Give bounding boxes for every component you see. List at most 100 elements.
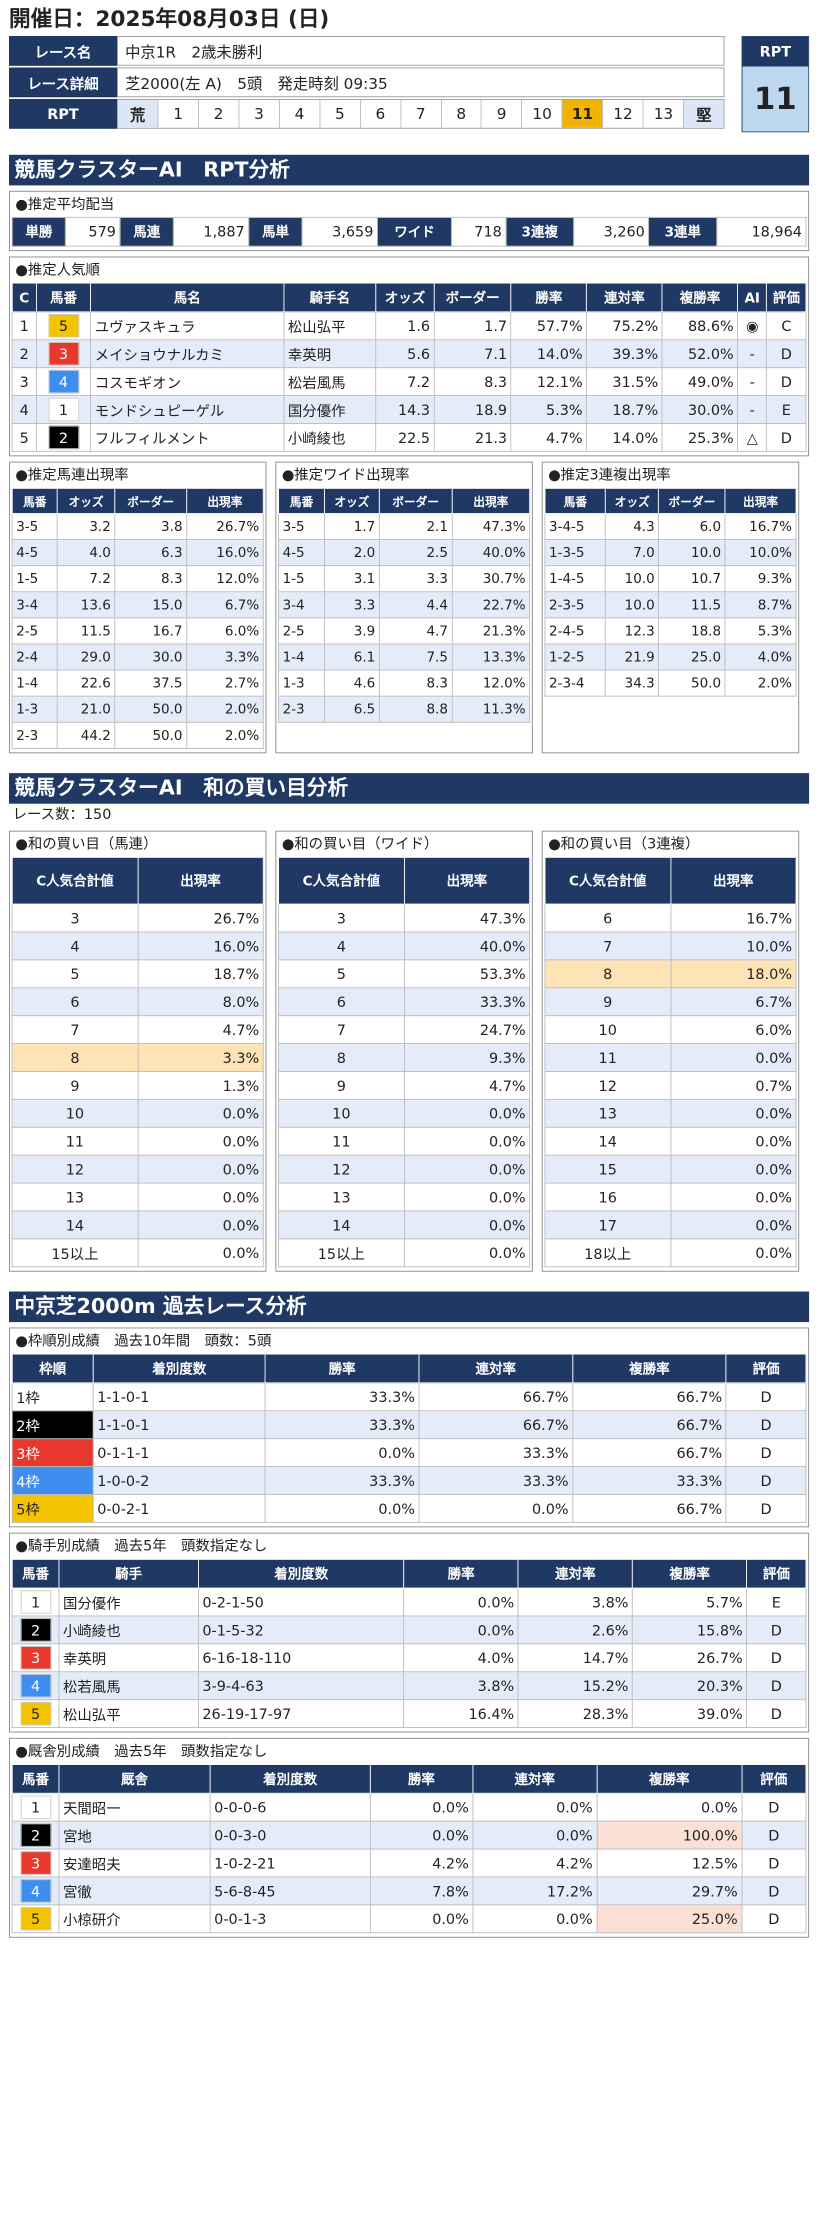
evaluation: D [766,339,807,369]
combo-cell: 1-4-5 [544,565,607,593]
record: 0-0-0-6 [209,1792,371,1822]
sum-value: 11 [11,1126,139,1156]
popularity-box: ●推定人気順 C 馬番 馬名 騎手名 オッズ ボーダー 勝率 連対率 複勝率 AI 評価 1 5 ユヴァ… [9,256,810,457]
rate-value: 0.7% [670,1070,797,1100]
value-cell: 8.8 [378,695,453,723]
combo-cell: 1-5 [11,565,58,593]
record: 0-0-2-1 [92,1493,266,1523]
ren-value: 0.0% [418,1493,574,1523]
rate-value: 47.3% [403,903,531,933]
combo-cell: 2-3 [278,695,325,723]
stable-name: 天間昭一 [58,1792,211,1822]
value-cell: 10.0 [658,539,726,567]
value-cell: 50.0 [114,721,188,749]
combo-cell: 3-5 [278,513,325,540]
waku-table: 枠順 着別度数 勝率 連対率 複勝率 評価 1枠 1-1-0-1 33.3% 66.7% 66.7%… [11,1353,807,1523]
payout-value: 1,887 [173,216,250,247]
value-cell: 11.5 [57,617,116,645]
col-header: ボーダー [658,487,726,514]
horse-number: 5 [20,1701,51,1726]
rpt-cell: 堅 [683,99,724,128]
fuku-value: 25.3% [661,422,739,452]
evaluation: D [746,1671,807,1701]
evaluation: D [741,1876,807,1906]
table-row: 6 16.7% [544,903,797,933]
rate-value: 3.3% [137,1043,264,1072]
col-header: 騎手名 [283,282,377,313]
col-header: 連対率 [472,1763,598,1794]
col-header: 馬番 [544,487,607,514]
race-count: レース数：150 [12,805,112,823]
value-cell: 4.0% [724,643,797,671]
horse-name: モンドシュピーゲル [90,395,285,424]
value-cell: 4.4 [378,591,453,619]
fuku-value: 25.0% [596,1904,743,1934]
fuku-value: 29.7% [596,1876,743,1906]
evaluation: D [725,1438,807,1467]
record: 1-0-0-2 [92,1466,266,1495]
win-value: 0.0% [264,1493,420,1523]
col-header: 複勝率 [632,1558,748,1589]
rate-value: 0.0% [670,1238,797,1268]
combo-cell: 2-3-4 [544,669,607,697]
wa-table: C人気合計値 出現率 3 47.3% 4 40.0% 5 53.3% 6 33.3% 7 24.7% 8… [278,856,531,1268]
rpt-cell: 荒 [117,99,158,128]
stable-name: 宮徹 [58,1876,211,1906]
value-cell: 6.5 [324,695,380,723]
jockey-name: 国分優作 [283,395,377,424]
combo-cell: 3-4 [11,591,58,619]
value-cell: 11.5 [658,591,726,619]
table-row: 1-4 22.6 37.5 2.7% [11,669,264,697]
value-cell: 22.6 [57,669,116,697]
value-cell: 16.7 [114,617,188,645]
win-value: 0.0% [369,1820,474,1850]
value-cell: 6.0 [658,513,726,540]
c-rank: 3 [11,367,37,396]
evaluation: D [741,1848,807,1878]
rpt-label: RPT [9,99,117,129]
sum-value: 10 [278,1098,405,1128]
wa-box: ●和の買い目（ワイド） C人気合計値 出現率 3 47.3% 4 40.0% 5 53.3% 6 3… [275,830,533,1272]
sum-value: 10 [544,1015,671,1044]
table-row: 5枠 0-0-2-1 0.0% 0.0% 66.7% D [11,1493,807,1523]
table-row: 13 0.0% [278,1182,531,1212]
evaluation: D [741,1904,807,1934]
ren-value: 39.3% [586,339,663,369]
evaluation: D [741,1792,807,1822]
value-cell: 6.7% [186,591,264,619]
rate-value: 0.0% [670,1098,797,1128]
stable-name: 小椋研介 [58,1904,211,1934]
stable-table: 馬番 厩舎 着別度数 勝率 連対率 複勝率 評価 1 天間昭一 0-0-0-6 0.0% 0.0% 0.… [11,1763,807,1934]
evaluation: C [766,311,807,341]
wa-title: ●和の買い目（ワイド） [281,835,439,853]
wa-grid: ●和の買い目（馬連） C人気合計値 出現率 3 26.7% 4 16.0% 5 18.7% 6 8.… [9,830,809,1272]
col-header: 評価 [766,282,807,313]
ai-mark: △ [737,422,768,452]
fuku-value: 5.7% [632,1587,748,1617]
table-row: 14 0.0% [544,1126,797,1156]
table-row: 1 天間昭一 0-0-0-6 0.0% 0.0% 0.0% D [11,1792,807,1822]
table-row: 3枠 0-1-1-1 0.0% 33.3% 66.7% D [11,1438,807,1467]
table-row: 1-3 21.0 50.0 2.0% [11,695,264,723]
border-value: 21.3 [433,422,512,452]
value-cell: 6.0% [186,617,264,645]
waku-cell: 5枠 [11,1493,94,1523]
record: 0-1-5-32 [197,1615,405,1645]
sum-value: 3 [11,903,139,933]
c-rank: 5 [11,422,37,452]
sum-value: 9 [11,1070,139,1100]
horse-number-cell: 5 [11,1904,60,1934]
table-row: 9 1.3% [11,1070,264,1100]
rpt-cell: 5 [319,99,359,128]
value-cell: 5.3% [724,617,797,645]
table-row: 10 6.0% [544,1015,797,1044]
table-row: 11 0.0% [278,1126,531,1156]
jockey-table: 馬番 騎手 着別度数 勝率 連対率 複勝率 評価 1 国分優作 0-2-1-50 0.0% 3.8% 5… [11,1558,807,1728]
value-cell: 30.7% [451,565,531,593]
win-value: 33.3% [264,1466,420,1495]
evaluation: E [766,395,807,424]
payout-label: 馬単 [248,216,303,247]
table-row: 4枠 1-0-0-2 33.3% 33.3% 33.3% D [11,1466,807,1495]
value-cell: 50.0 [658,669,726,697]
evaluation: D [746,1643,807,1673]
